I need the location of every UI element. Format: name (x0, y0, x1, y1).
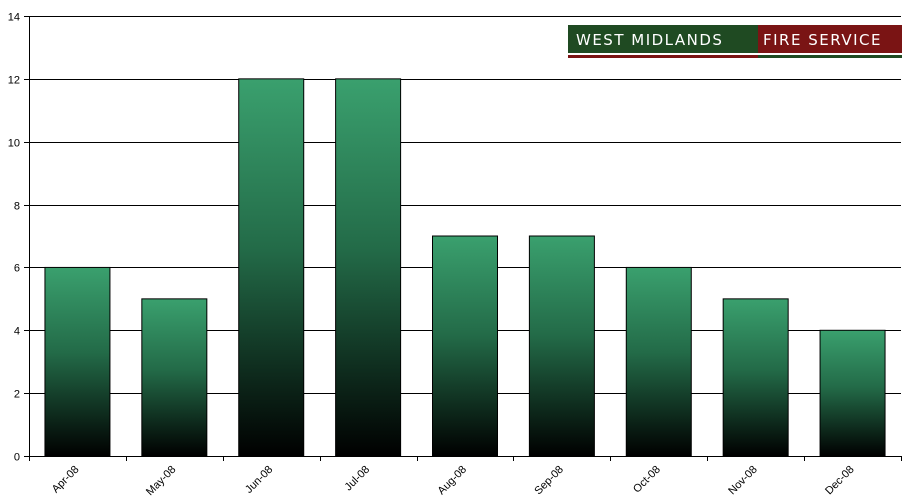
west-midlands-fire-service-logo: WEST MIDLANDS FIRE SERVICE (568, 25, 902, 58)
logo-underline-green (758, 55, 902, 58)
bar-Aug-08 (432, 235, 498, 457)
y-tick-label-14: 14 (8, 12, 20, 24)
x-tick-label-Jun-08: Jun-08 (243, 464, 275, 496)
y-tick-label-0: 0 (14, 452, 20, 464)
bar-Jun-08 (238, 78, 305, 457)
bar-Sep-08 (528, 235, 595, 457)
bar-Oct-08 (625, 266, 692, 457)
y-tick-label-6: 6 (14, 263, 20, 275)
axes (24, 16, 902, 461)
y-tick-labels: 0 2 4 6 8 10 12 14 (8, 12, 20, 464)
x-tick-label-Dec-08: Dec-08 (823, 464, 857, 498)
y-tick-label-12: 12 (8, 75, 20, 87)
logo-text-west-midlands: WEST MIDLANDS (576, 31, 723, 49)
y-tick-label-10: 10 (8, 138, 20, 150)
x-tick-label-Aug-08: Aug-08 (436, 464, 470, 498)
bar-May-08 (141, 298, 208, 457)
x-tick-label-Jul-08: Jul-08 (343, 464, 373, 494)
x-tick-label-Nov-08: Nov-08 (726, 464, 760, 498)
bar-Nov-08 (722, 298, 789, 457)
x-tick-labels: Apr-08 May-08 Jun-08 Jul-08 Aug-08 Sep-08 Oct-… (50, 464, 857, 498)
logo-underline-red (568, 55, 758, 58)
x-tick-label-May-08: May-08 (144, 464, 178, 498)
y-tick-label-2: 2 (14, 389, 20, 401)
x-tick-label-Sep-08: Sep-08 (532, 464, 566, 498)
bars (44, 78, 886, 457)
y-tick-label-4: 4 (14, 326, 20, 338)
bar-Apr-08 (44, 266, 111, 457)
x-tick-label-Apr-08: Apr-08 (50, 464, 82, 496)
logo-right-panel (758, 25, 902, 53)
logo-text-fire-service: FIRE SERVICE (763, 31, 882, 49)
bar-Jul-08 (335, 78, 402, 457)
bar-Dec-08 (819, 329, 886, 457)
x-tick-label-Oct-08: Oct-08 (631, 464, 663, 496)
logo-left-panel (568, 25, 758, 53)
y-tick-label-8: 8 (14, 201, 20, 213)
